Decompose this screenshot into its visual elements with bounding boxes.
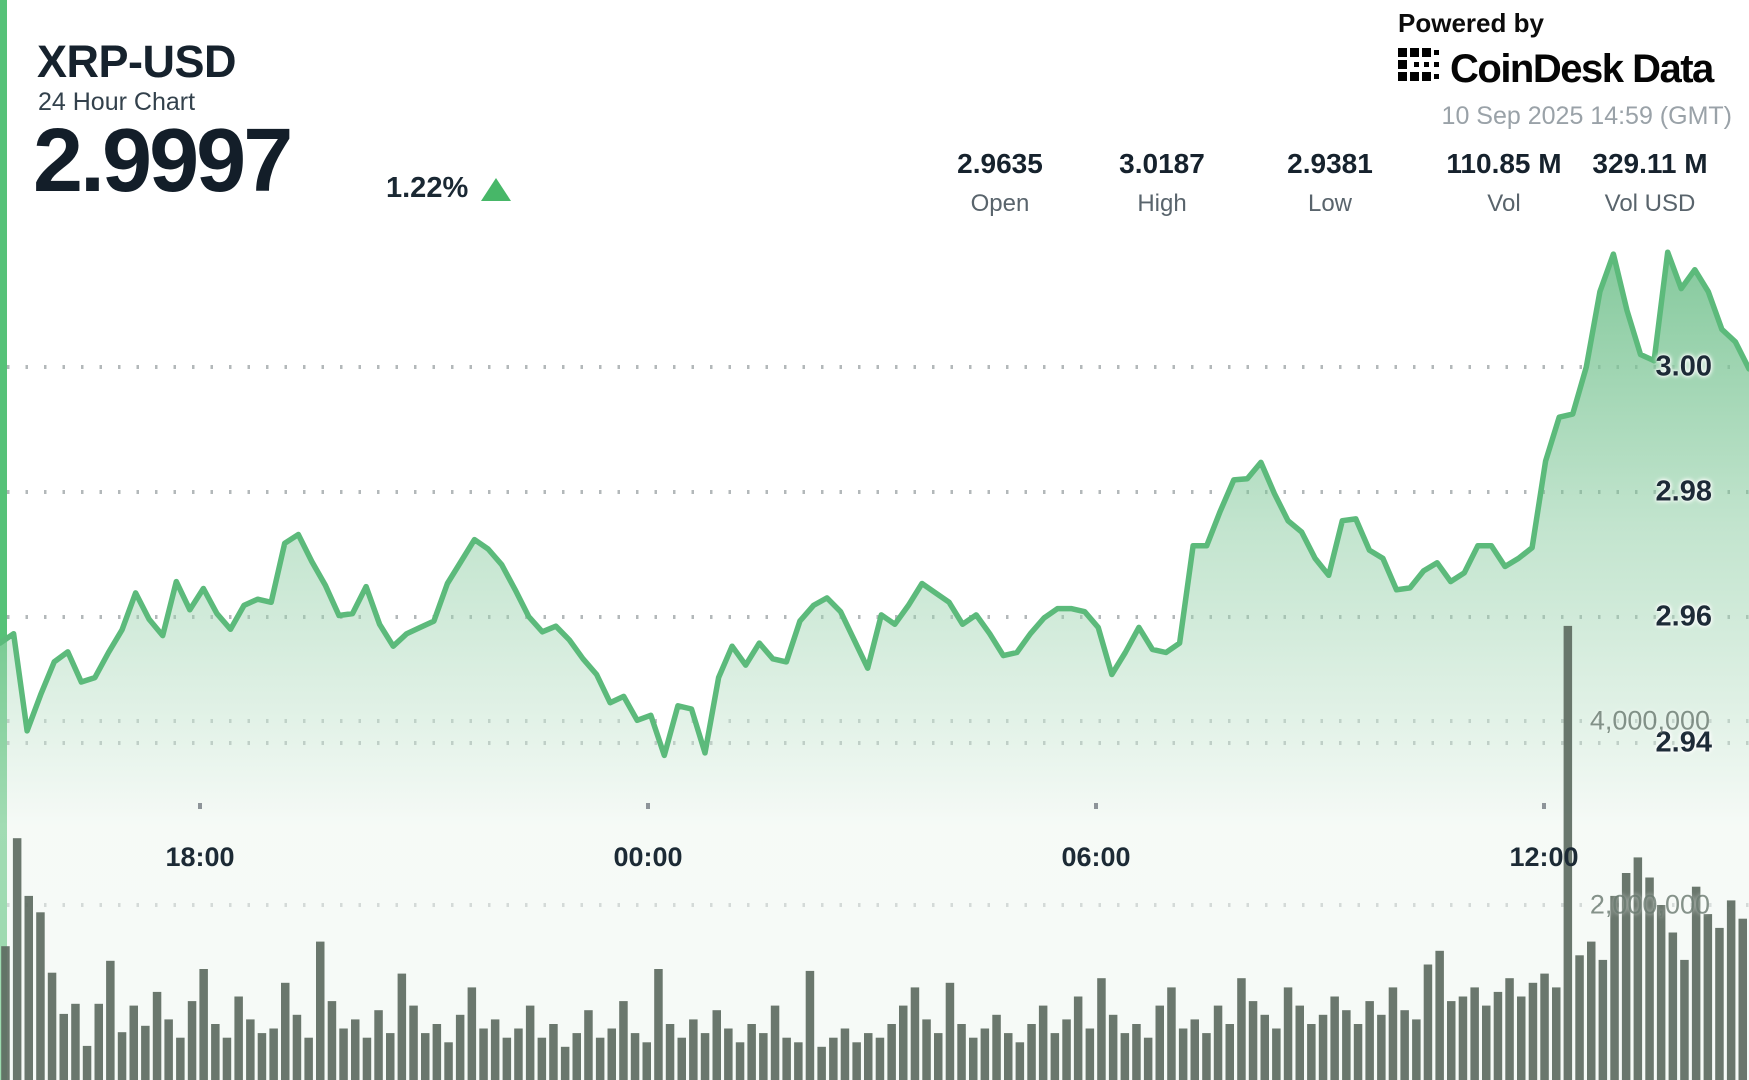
time-axis-label: 12:00 [1509,842,1579,872]
price-axis-label: 2.94 [1655,726,1712,759]
stat-value: 110.85 M [1446,148,1562,179]
stat-label: Vol USD [1604,190,1696,217]
stat-open: 2.9635 Open [957,148,1043,218]
stat-vol: 110.85 M Vol [1446,148,1561,218]
stat-vol-usd: 329.11 M Vol USD [1592,148,1707,218]
change-percent: 1.22% [386,172,469,204]
timestamp: 10 Sep 2025 14:59 (GMT) [1441,102,1732,130]
time-axis-tick [646,803,650,809]
chart-range-subtitle: 24 Hour Chart [38,88,196,116]
coindesk-logo-icon [1398,48,1440,90]
stat-label: Open [970,190,1030,217]
symbol-title: XRP-USD [37,36,237,87]
up-triangle-icon [481,178,511,201]
time-axis-label: 00:00 [613,842,683,872]
coindesk-data-wordmark: CoinDesk Data [1450,46,1714,91]
time-axis-label: 18:00 [165,842,235,872]
stat-value: 3.0187 [1119,148,1205,179]
stat-value: 2.9635 [957,148,1043,179]
powered-by-label: Powered by [1398,8,1544,38]
volume-axis-label: 2,000,000 [1589,889,1710,920]
stat-low: 2.9381 Low [1287,148,1373,218]
price-axis-label: 3.00 [1655,350,1712,383]
time-axis-label: 06:00 [1061,842,1131,872]
accent-strip [0,0,7,1080]
coindesk-data-logo[interactable]: CoinDesk Data [1398,46,1714,92]
time-axis-tick [1542,803,1546,809]
stat-label: High [1137,190,1187,217]
stat-label: Low [1307,190,1353,217]
price-axis-label: 2.98 [1655,475,1712,508]
last-price: 2.9997 [33,111,293,211]
stat-value: 329.11 M [1592,148,1708,179]
stat-value: 2.9381 [1287,148,1373,179]
stat-high: 3.0187 High [1119,148,1205,218]
stat-label: Vol [1487,190,1521,217]
volume-axis-label: 4,000,000 [1589,705,1710,736]
price-axis-label: 2.96 [1655,600,1712,633]
time-axis-tick [198,803,202,809]
time-axis-tick [1094,803,1098,809]
